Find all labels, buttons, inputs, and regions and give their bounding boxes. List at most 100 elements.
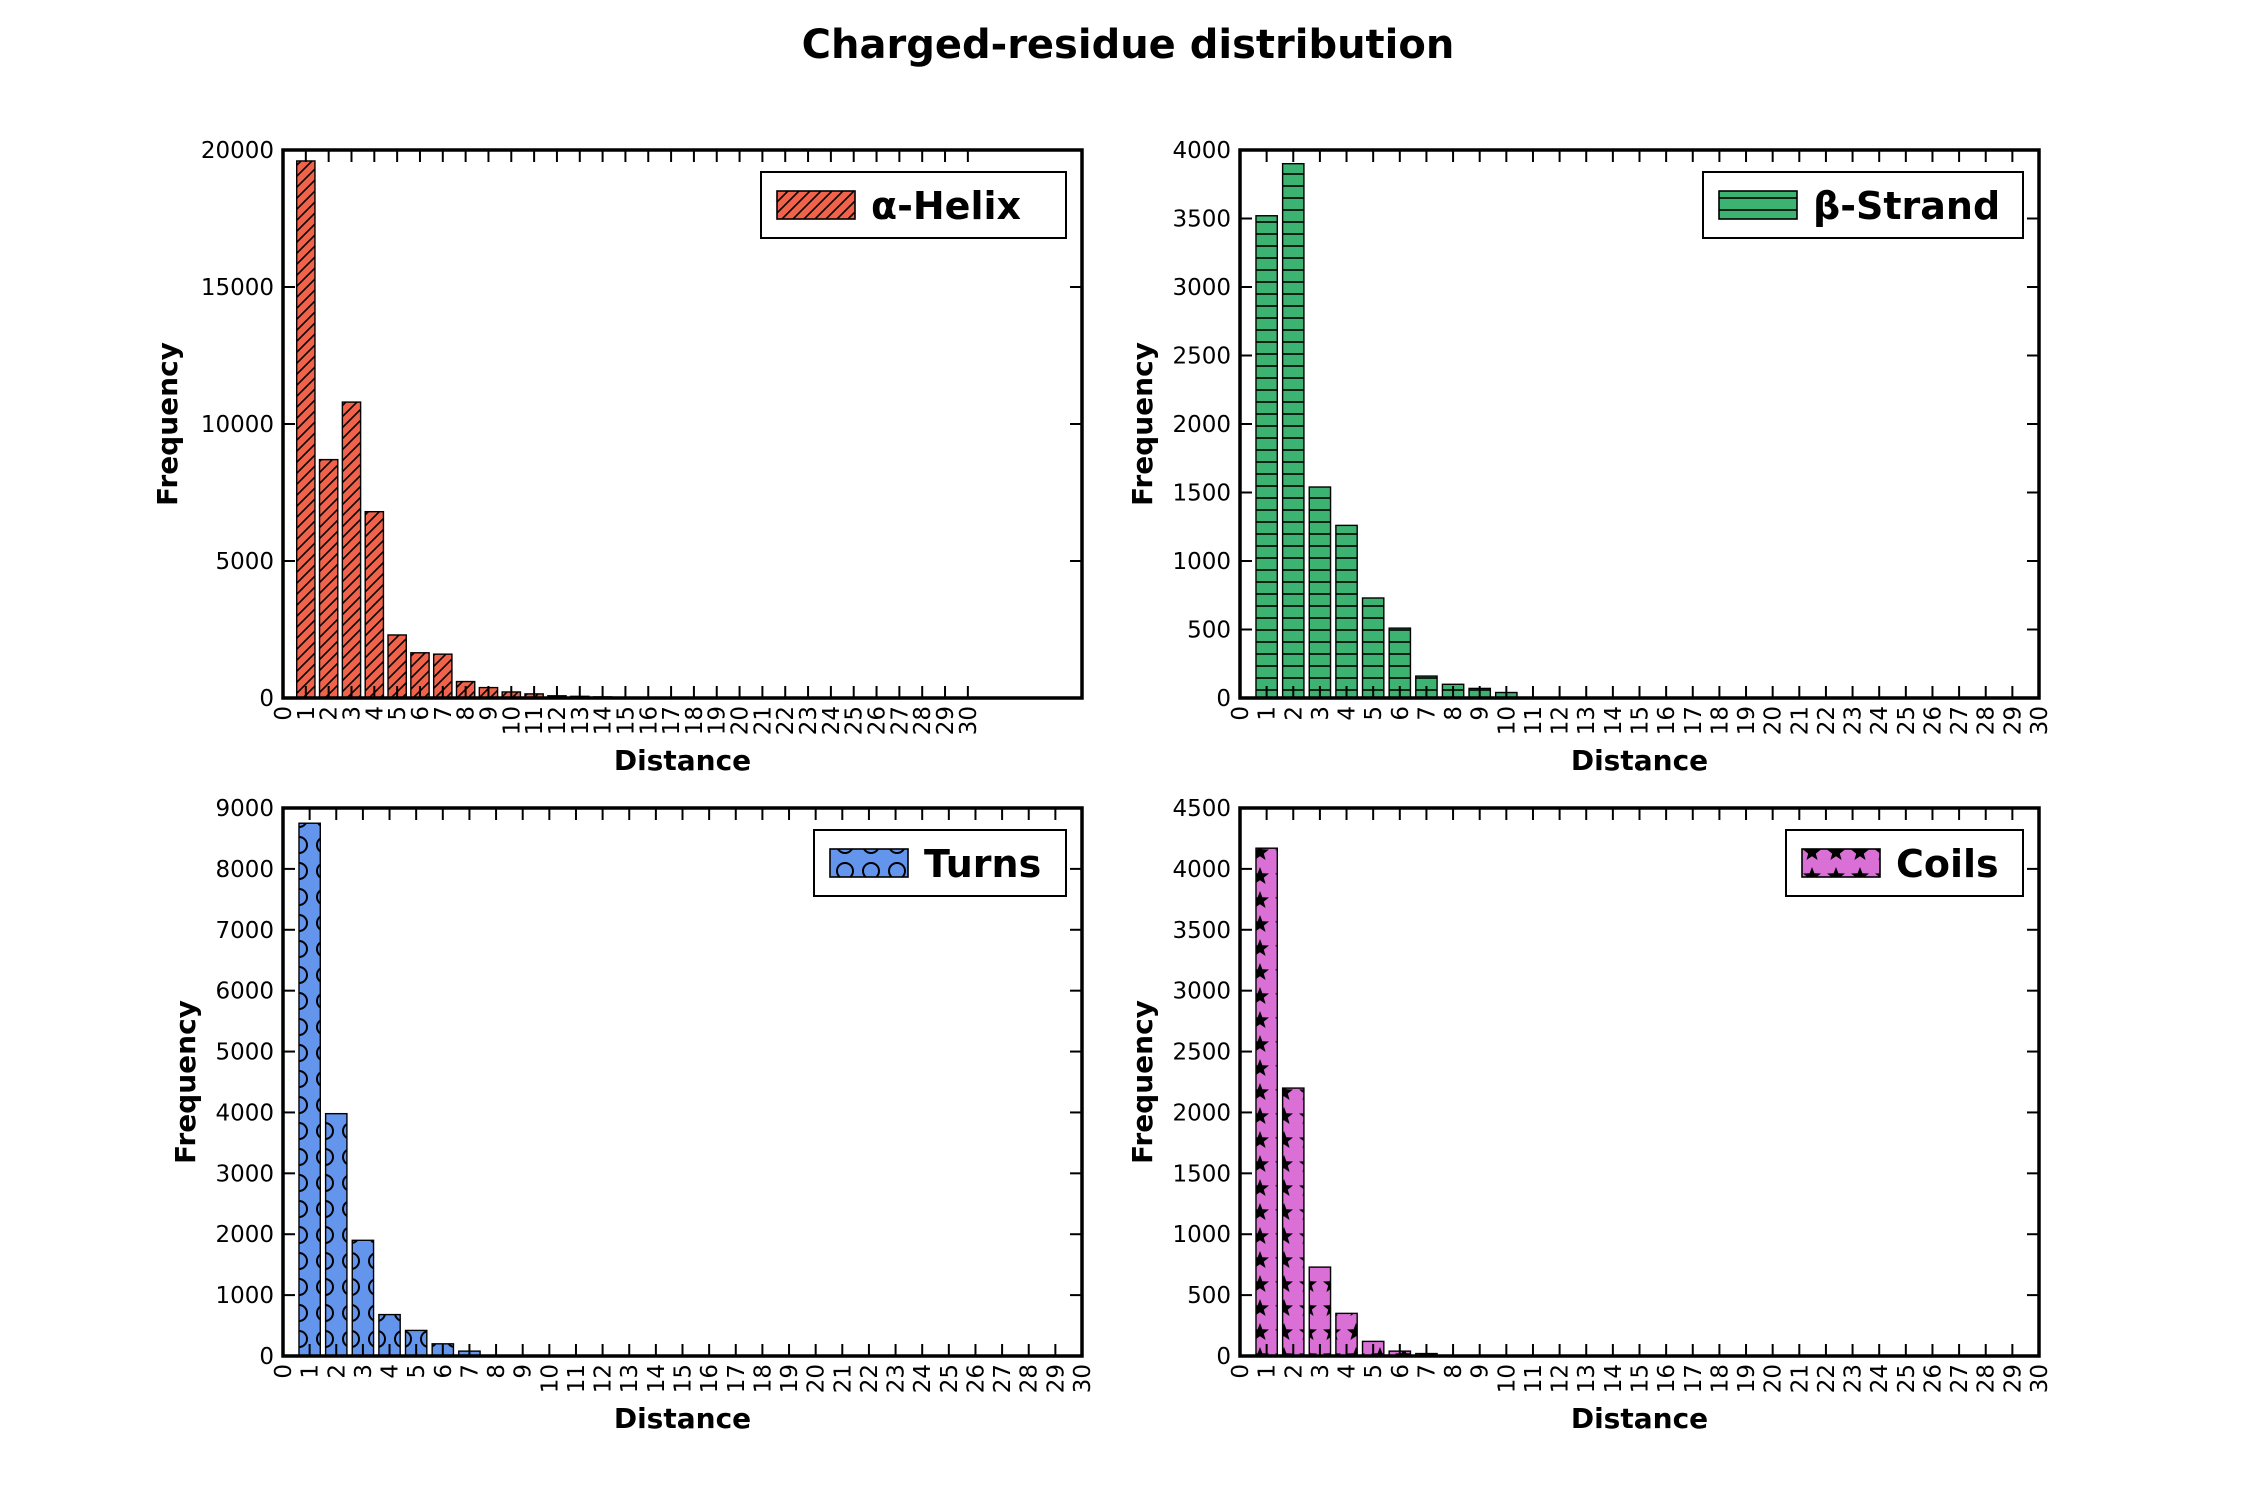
- x-tick-label: 16: [1654, 706, 1680, 735]
- bar: [341, 401, 362, 699]
- y-tick-label: 15000: [201, 275, 274, 301]
- legend-swatch: [1718, 190, 1798, 220]
- x-tick-label: 21: [830, 1364, 856, 1393]
- y-tick-label: 4000: [215, 1100, 274, 1126]
- x-tick-label: 19: [1734, 706, 1760, 735]
- x-tick-label: 17: [724, 1364, 750, 1393]
- legend-swatch: [776, 190, 856, 220]
- y-tick-label: 1000: [215, 1283, 274, 1309]
- x-tick-label: 18: [750, 1364, 776, 1393]
- x-tick-label: 13: [1574, 1364, 1600, 1393]
- bar: [1255, 215, 1278, 699]
- x-tick-label: 8: [454, 706, 480, 721]
- x-tick-label: 23: [796, 706, 822, 735]
- panel-alpha-helix: 0123456789101112131415161718192021222324…: [151, 138, 1084, 777]
- y-tick-label: 4000: [1172, 138, 1231, 164]
- x-tick-label: 1: [1255, 706, 1281, 721]
- y-tick-label: 3500: [1172, 918, 1231, 944]
- x-tick-label: 3: [1308, 1364, 1334, 1379]
- y-tick-label: 0: [259, 1344, 274, 1370]
- x-tick-label: 11: [1521, 706, 1547, 735]
- y-tick-label: 500: [1187, 618, 1231, 644]
- y-tick-label: 8000: [215, 857, 274, 883]
- x-tick-label: 21: [1787, 1364, 1813, 1393]
- x-tick-label: 24: [1867, 1364, 1893, 1393]
- x-tick-label: 16: [1654, 1364, 1680, 1393]
- y-tick-label: 1500: [1172, 1161, 1231, 1187]
- y-tick-label: 0: [259, 686, 274, 712]
- x-tick-label: 27: [990, 1364, 1016, 1393]
- panel-coils: 0 1 2 3 4 5 6 7 8 9 10 11 12 13 14 15 16 17 18 19 20 21 22 23 24…: [1126, 796, 2053, 1435]
- x-tick-label: 29: [2000, 706, 2026, 735]
- x-tick-label: 9: [1468, 1364, 1494, 1379]
- x-tick-label: 27: [887, 706, 913, 735]
- x-tick-label: 5: [1361, 706, 1387, 721]
- x-tick-label: 16: [697, 1364, 723, 1393]
- x-tick-label: 25: [842, 706, 868, 735]
- x-tick-label: 22: [1814, 706, 1840, 735]
- x-tick-label: 3: [351, 1364, 377, 1379]
- x-tick-label: 30: [2027, 706, 2053, 735]
- x-tick-label: 2: [1281, 1364, 1307, 1379]
- x-axis-label: Distance: [1571, 744, 1708, 777]
- x-tick-label: 0: [271, 1364, 297, 1379]
- y-tick-label: 5000: [215, 1040, 274, 1066]
- x-axis-label: Distance: [1571, 1402, 1708, 1435]
- bar: [1281, 162, 1305, 699]
- y-tick-label: 1000: [1172, 1222, 1231, 1248]
- bar: [1361, 597, 1385, 699]
- x-tick-label: 18: [1707, 1364, 1733, 1393]
- bar: [364, 510, 385, 699]
- x-tick-label: 27: [1947, 1364, 1973, 1393]
- y-axis-label: Frequency: [169, 1000, 202, 1164]
- x-tick-label: 17: [1681, 1364, 1707, 1393]
- x-tick-label: 29: [2000, 1364, 2026, 1393]
- y-axis-label: Frequency: [151, 342, 184, 506]
- x-tick-label: 15: [671, 1364, 697, 1393]
- x-tick-label: 22: [1814, 1364, 1840, 1393]
- x-tick-label: 12: [1548, 1364, 1574, 1393]
- y-tick-label: 2500: [1172, 344, 1231, 370]
- x-tick-label: 10: [1494, 706, 1520, 735]
- y-tick-label: 7000: [215, 918, 274, 944]
- y-tick-label: 3000: [1172, 275, 1231, 301]
- x-tick-label: 19: [777, 1364, 803, 1393]
- x-tick-label: 18: [1707, 706, 1733, 735]
- x-tick-label: 8: [484, 1364, 510, 1379]
- x-tick-label: 10: [1494, 1364, 1520, 1393]
- x-tick-label: 3: [1308, 706, 1334, 721]
- figure-title: Charged-residue distribution: [802, 22, 1455, 68]
- x-tick-label: 11: [564, 1364, 590, 1393]
- x-tick-label: 6: [1388, 1364, 1414, 1379]
- x-axis-label: Distance: [614, 1402, 751, 1435]
- y-tick-label: 4500: [1172, 796, 1231, 822]
- legend-label: Turns: [924, 842, 1041, 886]
- y-tick-label: 10000: [201, 412, 274, 438]
- x-tick-label: 3: [339, 706, 365, 721]
- x-tick-label: 5: [385, 706, 411, 721]
- legend-swatch: [829, 848, 909, 878]
- bar: [1308, 486, 1332, 699]
- x-tick-label: 7: [1414, 706, 1440, 721]
- x-tick-label: 12: [591, 1364, 617, 1393]
- x-tick-label: 4: [362, 706, 388, 721]
- panel-beta-strand: 0 1 2 3 4 5 6 7 8 9 10 11 12 13 14 15 16 17 18 19 20 21 22 23 24…: [1126, 138, 2053, 777]
- x-tick-label: 0: [271, 706, 297, 721]
- bar: [295, 160, 316, 699]
- y-tick-label: 0: [1216, 1344, 1231, 1370]
- x-tick-label: 13: [568, 706, 594, 735]
- x-tick-label: 16: [636, 706, 662, 735]
- x-tick-label: 23: [884, 1364, 910, 1393]
- x-tick-label: 1: [294, 706, 320, 721]
- x-tick-label: 26: [1920, 1364, 1946, 1393]
- x-tick-label: 2: [1281, 706, 1307, 721]
- x-tick-label: 2: [324, 1364, 350, 1379]
- x-tick-label: 0: [1228, 706, 1254, 721]
- x-tick-label: 24: [819, 706, 845, 735]
- x-tick-label: 8: [1441, 1364, 1467, 1379]
- bar: [1335, 524, 1358, 699]
- y-tick-label: 9000: [215, 796, 274, 822]
- x-tick-label: 9: [476, 706, 502, 721]
- x-tick-label: 6: [408, 706, 434, 721]
- x-axis-label: Distance: [614, 744, 751, 777]
